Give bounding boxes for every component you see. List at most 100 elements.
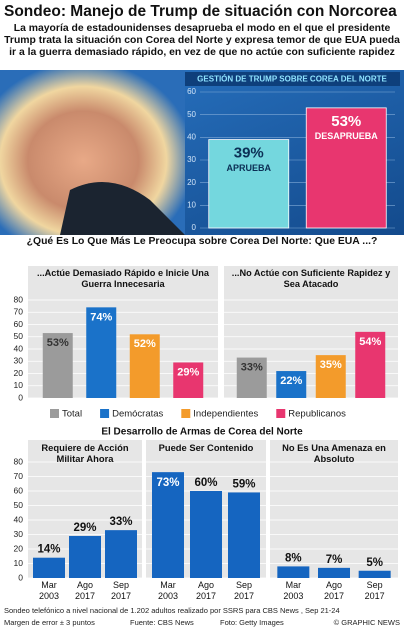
y-tick-label: 0 [192, 223, 197, 232]
value-label: 52% [134, 338, 156, 350]
bar [42, 333, 73, 398]
panel-title-box: ...No Actúe con Suficiente Rapidez y Sea… [231, 268, 391, 289]
y-tick-label: 20 [187, 178, 196, 187]
y-tick-label: 0 [18, 572, 23, 582]
bar [358, 570, 391, 578]
legend-swatch [50, 409, 59, 418]
bar [105, 530, 137, 578]
chart-header [185, 72, 400, 86]
x-tick-label: Ago 2017 [195, 580, 217, 601]
y-tick-label: 50 [14, 500, 24, 510]
y-tick-label: 60 [14, 485, 24, 495]
panel-title-box: ...Actúe Demasiado Rápido e Inicie Una G… [36, 268, 210, 289]
legend-swatch [276, 409, 286, 418]
y-tick-label: 70 [14, 471, 24, 481]
y-tick-label: 10 [187, 200, 196, 209]
x-tick-label: Mar 2003 [283, 580, 304, 601]
value-label: 60% [194, 477, 217, 489]
footer-photo: Foto: Getty Images [220, 618, 284, 627]
x-tick-label-box: Sep 2017 [233, 580, 255, 601]
title: Sondeo: Manejo de Trump de situación con… [4, 3, 397, 20]
bar [190, 491, 222, 578]
x-tick-label: Ago 2017 [323, 580, 345, 601]
x-tick-label-box: Mar 2003 [157, 580, 179, 601]
y-tick-label: 40 [187, 132, 196, 141]
x-tick-label: Sep 2017 [110, 580, 132, 601]
legend-label: Republicanos [288, 409, 346, 420]
subtitle-box: La mayoría de estadounidenses desaprueba… [4, 23, 400, 58]
bar [236, 357, 267, 398]
category-label: DESAPRUEBA [315, 131, 379, 141]
panel-title-box: Puede Ser Contenido [158, 442, 254, 453]
panel-title: Puede Ser Contenido [158, 442, 254, 453]
value-label: 39% [234, 145, 264, 162]
x-tick-label-box: Mar 2003 [38, 580, 60, 601]
y-tick-label: 70 [14, 307, 24, 317]
chart-title: El Desarrollo de Armas de Corea del Nort… [101, 427, 303, 438]
x-tick-label-box: Ago 2017 [75, 580, 95, 601]
x-tick-label-box: Ago 2017 [195, 580, 217, 601]
panel-title-box: No Es Una Amenaza en Absoluto [282, 442, 386, 464]
footer-source: Fuente: CBS News [130, 618, 194, 627]
bar [228, 492, 260, 578]
panel-title: No Es Una Amenaza en Absoluto [282, 442, 386, 464]
y-tick-label: 40 [14, 343, 24, 353]
y-tick-label: 60 [187, 87, 196, 96]
panel-title: ...No Actúe con Suficiente Rapidez y Sea… [231, 268, 391, 289]
bar [305, 107, 387, 229]
x-tick-label-box: Sep 2017 [110, 580, 132, 601]
y-tick-label: 10 [14, 558, 24, 568]
x-tick-label: Mar 2003 [157, 580, 179, 601]
question-box: ¿Qué Es Lo Que Más Le Preocupa sobre Cor… [27, 236, 378, 247]
y-tick-label: 50 [187, 110, 196, 119]
panel-title-box: Requiere de Acción Militar Ahora [41, 442, 129, 464]
y-tick-label: 80 [14, 456, 24, 466]
x-tick-label: Mar 2003 [38, 580, 60, 601]
value-label: 22% [280, 375, 302, 387]
value-label: 33% [109, 516, 132, 528]
bar [129, 334, 160, 398]
y-tick-label: 30 [187, 155, 196, 164]
panel [270, 440, 398, 578]
value-label: 59% [232, 478, 255, 490]
value-label: 35% [320, 359, 342, 371]
y-tick-label: 50 [14, 331, 24, 341]
value-label: 73% [156, 477, 179, 489]
subtitle: La mayoría de estadounidenses desaprueba… [4, 23, 400, 58]
bar [69, 535, 101, 578]
x-tick-label-box: Mar 2003 [283, 580, 304, 601]
legend-label: Demócratas [112, 409, 163, 420]
bar [315, 355, 346, 398]
value-label: 29% [73, 522, 96, 534]
panel-title: ...Actúe Demasiado Rápido e Inicie Una G… [36, 268, 210, 289]
value-label: 33% [241, 361, 263, 373]
value-label: 54% [359, 336, 381, 348]
bar [173, 362, 204, 398]
value-label: 8% [285, 552, 302, 564]
value-label: 29% [177, 366, 199, 378]
photo-suit [60, 182, 185, 235]
bar [152, 472, 184, 578]
value-label: 7% [326, 554, 343, 566]
bar [355, 331, 386, 398]
value-label: 14% [37, 544, 60, 556]
x-tick-label-box: Sep 2017 [364, 580, 385, 601]
y-tick-label: 40 [14, 514, 24, 524]
value-label: 53% [47, 337, 69, 349]
bar [277, 566, 310, 578]
bar [276, 371, 307, 398]
legend-label: Total [62, 409, 82, 420]
y-tick-label: 0 [18, 392, 23, 402]
y-tick-label: 30 [14, 356, 24, 366]
category-label: APRUEBA [226, 163, 271, 173]
y-tick-label: 30 [14, 529, 24, 539]
x-tick-label: Sep 2017 [364, 580, 385, 601]
bar [318, 567, 350, 578]
panel-title: Requiere de Acción Militar Ahora [41, 442, 129, 464]
y-tick-label: 20 [14, 368, 24, 378]
x-tick-label: Sep 2017 [233, 580, 255, 601]
chart-title: GESTIÓN DE TRUMP SOBRE COREA DEL NORTE [197, 75, 387, 84]
y-tick-label: 10 [14, 380, 24, 390]
y-tick-label: 20 [14, 543, 24, 553]
